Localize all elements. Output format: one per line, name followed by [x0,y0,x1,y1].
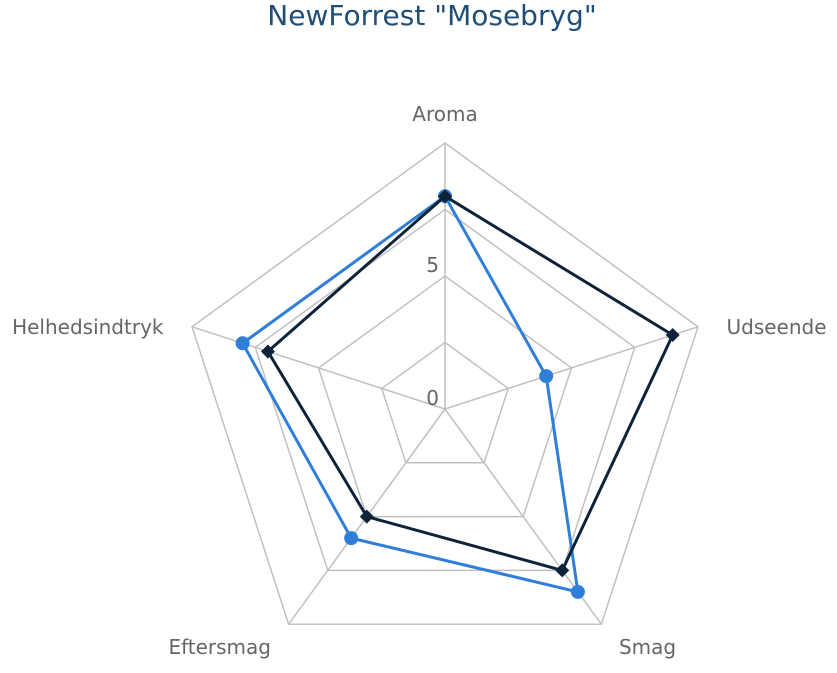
data-point-circle[interactable] [570,584,585,599]
grid-spoke [444,326,699,410]
grid-ring [254,208,636,572]
data-point-diamond[interactable] [665,328,680,343]
data-point-circle[interactable] [235,336,250,351]
grid [191,142,699,625]
axis-label: Helhedsindtryk [12,315,164,339]
axis-label: Smag [619,635,676,659]
r-tick-label: 5 [426,253,439,277]
axis-label: Aroma [412,102,477,126]
chart-title: NewForrest "Mosebryg" [267,0,596,32]
grid-spoke [191,326,446,410]
data-point-diamond[interactable] [260,344,275,359]
grid-ring [317,275,573,518]
grid-ring [191,142,699,625]
data-point-circle[interactable] [344,531,359,546]
axis-label: Eftersmag [168,635,271,659]
radial-ticks: 05 [426,253,439,410]
data-point-diamond[interactable] [359,509,374,524]
data-point-circle[interactable] [539,369,554,384]
series-line [241,194,580,594]
series-line [266,194,675,572]
grid-ring [380,341,510,464]
series-layer [235,189,680,599]
data-point-diamond[interactable] [438,189,452,204]
series-2 [260,189,680,578]
data-point-diamond[interactable] [555,563,570,578]
series-1 [235,189,585,599]
r-tick-label: 0 [426,386,439,410]
axis-labels: Aroma Udseende Smag Eftersmag Helhedsindtryk [12,102,826,659]
axis-label: Udseende [727,315,827,339]
